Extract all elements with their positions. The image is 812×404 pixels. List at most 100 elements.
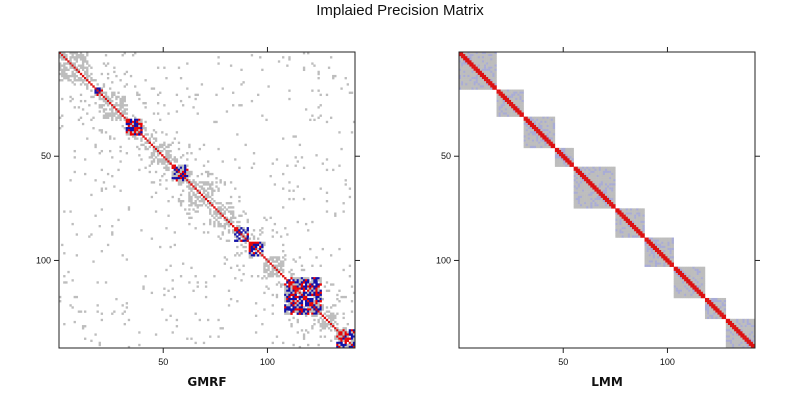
matrix-cell [569, 158, 572, 161]
matrix-cell [742, 327, 745, 330]
matrix-cell [611, 168, 614, 172]
matrix-cell [671, 239, 674, 242]
matrix-cell [644, 264, 647, 267]
matrix-cell [292, 258, 295, 261]
matrix-cell [290, 275, 293, 278]
matrix-cell [196, 195, 199, 199]
matrix-cell [475, 58, 479, 61]
matrix-cell [217, 187, 220, 190]
matrix-cell [102, 83, 106, 86]
matrix-cell [171, 166, 174, 169]
matrix-cell [152, 160, 156, 163]
matrix-cell [667, 241, 670, 245]
matrix-cell [259, 252, 262, 255]
matrix-cell [561, 158, 564, 161]
matrix-cell [242, 272, 245, 276]
matrix-cell [565, 154, 568, 157]
matrix-cell [646, 262, 649, 265]
matrix-cell [569, 156, 572, 159]
matrix-cell [165, 318, 168, 322]
matrix-cell [467, 81, 470, 84]
matrix-cell [515, 99, 518, 103]
matrix-cell [209, 220, 212, 224]
matrix-cell [300, 279, 304, 282]
matrix-cell [175, 177, 179, 180]
matrix-cell [102, 114, 106, 117]
matrix-cell [192, 179, 195, 182]
matrix-cell [663, 254, 666, 257]
matrix-cell [334, 212, 337, 215]
matrix-cell [550, 124, 554, 128]
matrix-cell [238, 166, 241, 169]
matrix-cell [494, 87, 497, 90]
matrix-cell [602, 189, 606, 192]
matrix-cell [102, 110, 106, 113]
matrix-cell [465, 60, 468, 63]
matrix-cell [342, 345, 345, 349]
matrix-cell [534, 139, 537, 142]
matrix-cell [702, 285, 706, 288]
matrix-cell [81, 64, 85, 67]
matrix-cell [127, 345, 131, 349]
matrix-cell [609, 168, 612, 172]
matrix-cell [267, 287, 270, 290]
matrix-cell [642, 208, 645, 211]
matrix-cell [350, 333, 354, 336]
matrix-cell [579, 206, 583, 209]
matrix-cell [702, 266, 706, 270]
matrix-cell [313, 64, 316, 67]
matrix-cell [302, 297, 306, 301]
matrix-cell [525, 143, 529, 147]
matrix-cell [479, 77, 483, 80]
matrix-cell [752, 341, 756, 345]
matrix-cell [644, 245, 647, 249]
matrix-cell [315, 310, 318, 313]
matrix-cell [240, 243, 243, 247]
matrix-cell [344, 345, 347, 349]
matrix-cell [607, 168, 610, 172]
matrix-cell [213, 216, 216, 220]
matrix-cell [284, 306, 287, 309]
matrix-cell [506, 89, 510, 92]
matrix-cell [194, 193, 197, 197]
matrix-cell [319, 295, 322, 299]
matrix-cell [188, 197, 191, 201]
matrix-cell [296, 320, 299, 324]
matrix-cell [223, 216, 227, 220]
matrix-cell [342, 202, 345, 205]
matrix-cell [546, 133, 549, 136]
matrix-cell [617, 235, 620, 238]
matrix-cell [548, 143, 551, 147]
matrix-cell [348, 333, 352, 336]
matrix-cell [186, 168, 189, 172]
matrix-cell [332, 283, 335, 286]
matrix-cell [127, 127, 131, 130]
matrix-cell [315, 287, 318, 290]
matrix-cell [225, 216, 229, 220]
matrix-cell [207, 206, 210, 209]
matrix-cell [171, 141, 174, 144]
matrix-cell [257, 250, 260, 253]
matrix-cell [661, 247, 664, 251]
matrix-cell [144, 141, 147, 144]
matrix-cell [679, 277, 683, 280]
matrix-cell [86, 54, 89, 57]
matrix-cell [598, 193, 601, 197]
matrix-cell [181, 164, 185, 167]
matrix-cell [523, 141, 526, 144]
matrix-cell [740, 337, 743, 340]
matrix-cell [677, 289, 681, 292]
matrix-cell [209, 183, 212, 186]
matrix-cell [719, 310, 722, 313]
matrix-cell [548, 118, 551, 122]
matrix-cell [73, 106, 76, 109]
matrix-cell [136, 124, 139, 128]
matrix-cell [615, 222, 618, 226]
matrix-cell [188, 172, 191, 176]
matrix-cell [509, 108, 512, 111]
matrix-cell [271, 268, 274, 272]
matrix-cell [165, 77, 168, 80]
matrix-cell [542, 116, 545, 119]
matrix-cell [115, 97, 118, 101]
matrix-cell [746, 327, 749, 330]
